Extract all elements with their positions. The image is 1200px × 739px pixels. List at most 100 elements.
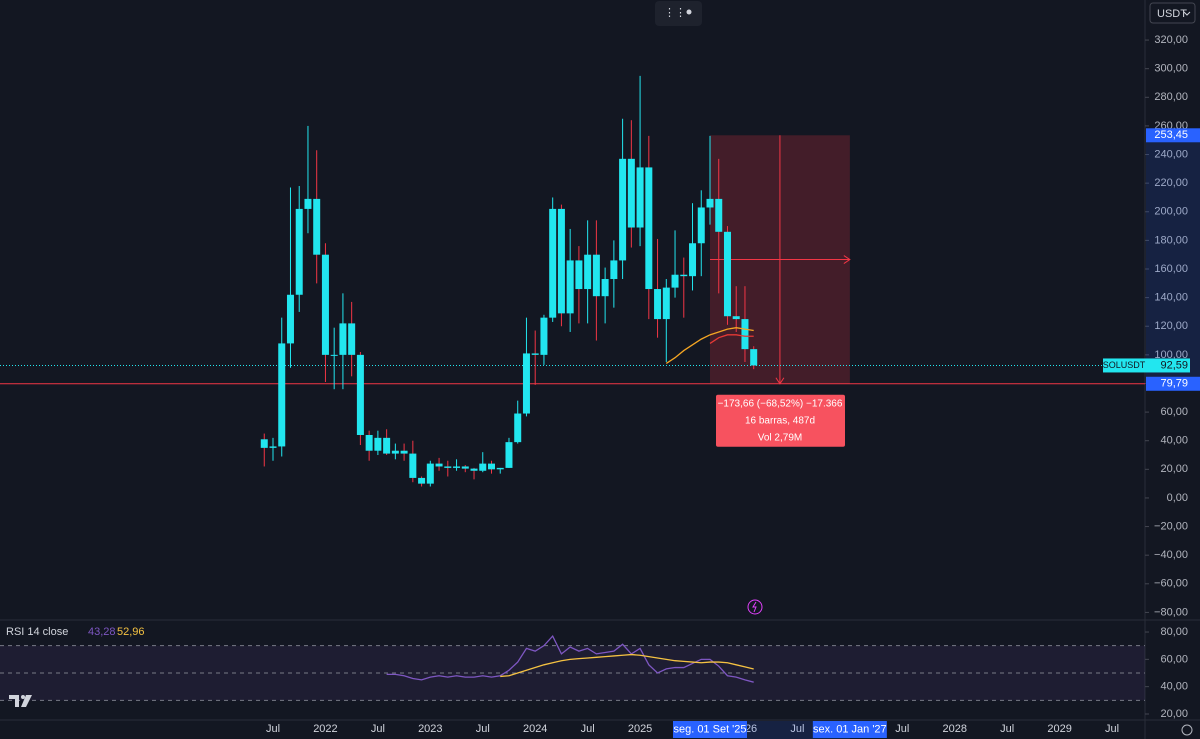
- candle-body: [286, 294, 294, 344]
- candle-body: [723, 231, 731, 317]
- symbol-label-box: [1103, 358, 1146, 373]
- candle-body: [339, 323, 347, 355]
- candle-body: [522, 353, 530, 414]
- last-price-box: [1146, 358, 1190, 373]
- currency-button[interactable]: [1149, 2, 1196, 24]
- entry-label: 253,45: [1154, 129, 1188, 141]
- candle-body: [741, 319, 749, 350]
- candle-body: [601, 279, 609, 297]
- overlay-line: [709, 334, 754, 344]
- candle-body: [680, 274, 688, 277]
- x-tick-label: 2028: [942, 723, 966, 735]
- x-tick-label: 2025: [628, 723, 652, 735]
- x-tick-label: 2023: [418, 723, 442, 735]
- candle-body: [706, 198, 714, 208]
- candle-body: [496, 467, 504, 470]
- y-tick-label: 240,00: [1154, 148, 1188, 160]
- last-price-label: 92,59: [1160, 359, 1188, 371]
- candle-body: [531, 353, 539, 355]
- position-arrow: [843, 255, 851, 264]
- y-tick-label: 160,00: [1154, 263, 1188, 275]
- toolbar[interactable]: [655, 1, 702, 26]
- tv-logo: [9, 695, 32, 707]
- toolbar-dot[interactable]: [686, 9, 692, 15]
- y-tick-label: 200,00: [1154, 206, 1188, 218]
- y-tick-label: 0,00: [1167, 492, 1188, 504]
- candle-body: [689, 243, 697, 277]
- logo-part: [21, 695, 25, 699]
- candle-body: [750, 349, 758, 366]
- y-tick-label: −80,00: [1154, 606, 1188, 618]
- position-stats: 16 barras, 487d: [745, 415, 815, 426]
- rsi-value: 43,28: [88, 626, 116, 638]
- y-tick-label: 180,00: [1154, 234, 1188, 246]
- candle-body: [671, 274, 679, 288]
- candle-body: [278, 343, 286, 447]
- rsi-title: RSI 14 close: [6, 626, 68, 638]
- candle-body: [610, 260, 618, 280]
- y-tick-label: −20,00: [1154, 520, 1188, 532]
- y-tick-label: 100,00: [1154, 349, 1188, 361]
- x-tick-label: 2029: [1047, 723, 1071, 735]
- target-label-box: [1146, 376, 1200, 391]
- candle-body: [557, 208, 565, 314]
- y-tick-label: 280,00: [1154, 91, 1188, 103]
- candle-body: [488, 463, 495, 470]
- logo-part: [21, 695, 32, 707]
- rsi-y-tick-label: 20,00: [1160, 708, 1188, 720]
- candle-body: [356, 354, 364, 435]
- candle-body: [330, 354, 338, 356]
- candle-body: [654, 289, 662, 320]
- y-tick-label: 120,00: [1154, 320, 1188, 332]
- rsi-ma-line: [500, 653, 754, 678]
- x-tick-label: Jul: [476, 723, 490, 735]
- time-label: sex. 01 Jan '27: [813, 723, 887, 735]
- candle-body: [260, 439, 268, 448]
- x-tick-label: Jul: [266, 723, 280, 735]
- candle-body: [374, 437, 382, 451]
- candle-body: [549, 208, 557, 318]
- x-tick-label: 2022: [313, 723, 337, 735]
- overlay-line: [665, 327, 754, 364]
- position-stats: Vol 2,79M: [758, 432, 802, 443]
- rsi-line: [386, 634, 754, 683]
- currency-label: USDT: [1157, 8, 1187, 20]
- candle-body: [295, 208, 303, 295]
- lightning-bolt: [752, 601, 757, 613]
- candle-body: [566, 260, 574, 314]
- candle-body: [426, 463, 434, 484]
- lightning-icon[interactable]: [747, 599, 763, 615]
- candle-body: [269, 446, 277, 448]
- settings-icon[interactable]: [1181, 724, 1193, 736]
- x-tick-label: Jul: [895, 723, 909, 735]
- y-tick-label: 140,00: [1154, 292, 1188, 304]
- rsi-ma-value: 52,96: [117, 626, 145, 638]
- candle-body: [592, 254, 600, 297]
- y-tick-label: 320,00: [1154, 34, 1188, 46]
- x-tick-label: 2024: [523, 723, 547, 735]
- candle-body: [470, 468, 478, 471]
- y-tick-label: 300,00: [1154, 63, 1188, 75]
- currency-chevron: [1183, 11, 1191, 16]
- candle-body: [418, 477, 426, 484]
- candle-body: [444, 466, 452, 468]
- candle-body: [697, 207, 705, 244]
- target-label: 79,79: [1160, 378, 1188, 390]
- candle-body: [400, 450, 408, 454]
- logo-part: [9, 695, 19, 707]
- candle-body: [479, 463, 487, 471]
- x-tick-label: Jul: [581, 723, 595, 735]
- candle-body: [409, 453, 417, 478]
- candle-body: [453, 466, 461, 468]
- candle-body: [636, 167, 644, 228]
- rsi-y-tick-label: 40,00: [1160, 681, 1188, 693]
- candle-body: [313, 198, 321, 255]
- candle-body: [619, 158, 627, 261]
- candle-body: [514, 413, 522, 443]
- candle-body: [435, 463, 443, 467]
- candle-body: [584, 254, 592, 290]
- candle-body: [383, 437, 391, 454]
- candle-body: [348, 323, 356, 355]
- y-tick-label: 220,00: [1154, 177, 1188, 189]
